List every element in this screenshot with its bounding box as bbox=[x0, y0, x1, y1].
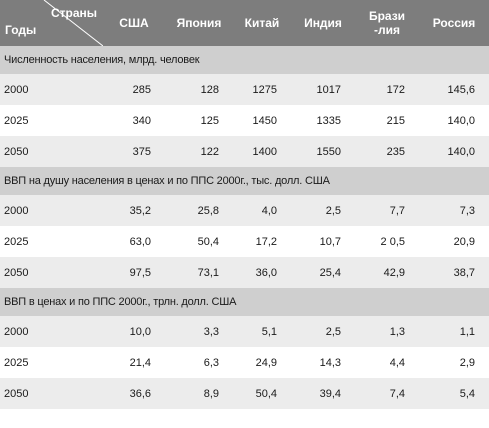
years-corner-label: Годы bbox=[5, 23, 37, 37]
value-cell-india: 2,5 bbox=[291, 316, 355, 347]
value-cell-china: 5,1 bbox=[233, 316, 291, 347]
countries-corner-label: Страны bbox=[50, 6, 97, 20]
section-title: ВВП на душу населения в ценах и по ППС 2… bbox=[0, 167, 489, 195]
value-cell-brazil: 7,4 bbox=[355, 378, 419, 409]
value-cell-japan: 128 bbox=[165, 74, 233, 105]
value-cell-india: 1335 bbox=[291, 105, 355, 136]
value-cell-brazil: 7,7 bbox=[355, 195, 419, 226]
value-cell-usa: 97,5 bbox=[103, 257, 165, 288]
value-cell-usa: 340 bbox=[103, 105, 165, 136]
value-cell-russia: 38,7 bbox=[419, 257, 489, 288]
value-cell-usa: 285 bbox=[103, 74, 165, 105]
value-cell-japan: 6,3 bbox=[165, 347, 233, 378]
value-cell-japan: 8,9 bbox=[165, 378, 233, 409]
section-header-row: ВВП на душу населения в ценах и по ППС 2… bbox=[0, 167, 489, 195]
value-cell-japan: 73,1 bbox=[165, 257, 233, 288]
table-row: 2025 340 125 1450 1335 215 140,0 bbox=[0, 105, 489, 136]
value-cell-russia: 2,9 bbox=[419, 347, 489, 378]
table-row: 2050 97,5 73,1 36,0 25,4 42,9 38,7 bbox=[0, 257, 489, 288]
value-cell-japan: 122 bbox=[165, 136, 233, 167]
value-cell-russia: 140,0 bbox=[419, 105, 489, 136]
diagonal-divider bbox=[43, 0, 103, 46]
section-title: Численность населения, млрд. человек bbox=[0, 46, 489, 74]
value-cell-usa: 21,4 bbox=[103, 347, 165, 378]
value-cell-usa: 63,0 bbox=[103, 226, 165, 257]
value-cell-india: 25,4 bbox=[291, 257, 355, 288]
corner-header-cell: Страны Годы bbox=[0, 0, 103, 46]
value-cell-china: 17,2 bbox=[233, 226, 291, 257]
country-header-japan: Япония bbox=[165, 0, 233, 46]
value-cell-brazil: 172 bbox=[355, 74, 419, 105]
table-row: 2025 21,4 6,3 24,9 14,3 4,4 2,9 bbox=[0, 347, 489, 378]
value-cell-russia: 5,4 bbox=[419, 378, 489, 409]
value-cell-china: 4,0 bbox=[233, 195, 291, 226]
country-header-brazil: Брази-лия bbox=[355, 0, 419, 46]
value-cell-japan: 125 bbox=[165, 105, 233, 136]
value-cell-usa: 10,0 bbox=[103, 316, 165, 347]
year-cell: 2025 bbox=[0, 347, 103, 378]
value-cell-china: 24,9 bbox=[233, 347, 291, 378]
section-header-row: Численность населения, млрд. человек bbox=[0, 46, 489, 74]
value-cell-usa: 35,2 bbox=[103, 195, 165, 226]
country-statistics-table: Страны Годы США Япония Китай Индия Брази… bbox=[0, 0, 489, 409]
value-cell-india: 2,5 bbox=[291, 195, 355, 226]
table-row: 2000 35,2 25,8 4,0 2,5 7,7 7,3 bbox=[0, 195, 489, 226]
value-cell-usa: 36,6 bbox=[103, 378, 165, 409]
header-row: Страны Годы США Япония Китай Индия Брази… bbox=[0, 0, 489, 46]
value-cell-india: 1550 bbox=[291, 136, 355, 167]
table-body: Численность населения, млрд. человек 200… bbox=[0, 46, 489, 409]
value-cell-russia: 140,0 bbox=[419, 136, 489, 167]
country-header-brazil-label: Брази-лия bbox=[368, 9, 406, 37]
year-cell: 2050 bbox=[0, 378, 103, 409]
year-cell: 2000 bbox=[0, 316, 103, 347]
table-row: 2025 63,0 50,4 17,2 10,7 2 0,5 20,9 bbox=[0, 226, 489, 257]
value-cell-china: 36,0 bbox=[233, 257, 291, 288]
value-cell-china: 1450 bbox=[233, 105, 291, 136]
year-cell: 2000 bbox=[0, 195, 103, 226]
value-cell-india: 39,4 bbox=[291, 378, 355, 409]
value-cell-china: 50,4 bbox=[233, 378, 291, 409]
value-cell-china: 1275 bbox=[233, 74, 291, 105]
table-row: 2050 375 122 1400 1550 235 140,0 bbox=[0, 136, 489, 167]
value-cell-china: 1400 bbox=[233, 136, 291, 167]
year-cell: 2000 bbox=[0, 74, 103, 105]
value-cell-japan: 25,8 bbox=[165, 195, 233, 226]
year-cell: 2025 bbox=[0, 105, 103, 136]
value-cell-india: 14,3 bbox=[291, 347, 355, 378]
value-cell-brazil: 4,4 bbox=[355, 347, 419, 378]
value-cell-usa: 375 bbox=[103, 136, 165, 167]
table-row: 2000 10,0 3,3 5,1 2,5 1,3 1,1 bbox=[0, 316, 489, 347]
year-cell: 2050 bbox=[0, 136, 103, 167]
section-title: ВВП в ценах и по ППС 2000г., трлн. долл.… bbox=[0, 288, 489, 316]
value-cell-russia: 20,9 bbox=[419, 226, 489, 257]
table-row: 2000 285 128 1275 1017 172 145,6 bbox=[0, 74, 489, 105]
country-header-russia: Россия bbox=[419, 0, 489, 46]
value-cell-brazil: 215 bbox=[355, 105, 419, 136]
value-cell-russia: 7,3 bbox=[419, 195, 489, 226]
year-cell: 2025 bbox=[0, 226, 103, 257]
value-cell-russia: 1,1 bbox=[419, 316, 489, 347]
value-cell-brazil: 1,3 bbox=[355, 316, 419, 347]
value-cell-india: 10,7 bbox=[291, 226, 355, 257]
year-cell: 2050 bbox=[0, 257, 103, 288]
value-cell-brazil: 2 0,5 bbox=[355, 226, 419, 257]
value-cell-russia: 145,6 bbox=[419, 74, 489, 105]
value-cell-japan: 3,3 bbox=[165, 316, 233, 347]
section-header-row: ВВП в ценах и по ППС 2000г., трлн. долл.… bbox=[0, 288, 489, 316]
value-cell-brazil: 235 bbox=[355, 136, 419, 167]
table-row: 2050 36,6 8,9 50,4 39,4 7,4 5,4 bbox=[0, 378, 489, 409]
value-cell-brazil: 42,9 bbox=[355, 257, 419, 288]
country-header-usa: США bbox=[103, 0, 165, 46]
country-header-china: Китай bbox=[233, 0, 291, 46]
value-cell-japan: 50,4 bbox=[165, 226, 233, 257]
value-cell-india: 1017 bbox=[291, 74, 355, 105]
country-header-india: Индия bbox=[291, 0, 355, 46]
